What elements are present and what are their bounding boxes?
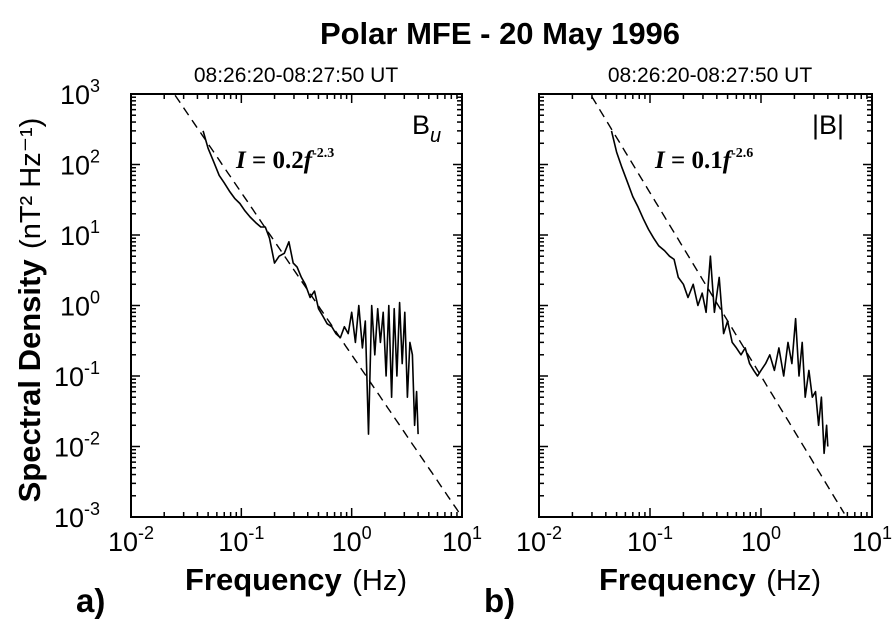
x-axis-label-b: Frequency (Hz) xyxy=(599,562,821,597)
panel-a-fit-eq: = xyxy=(246,147,273,174)
x-axis-label-a-bold: Frequency xyxy=(185,562,343,597)
panel-b-series xyxy=(610,130,829,455)
x-tick-label: 100 xyxy=(741,523,781,557)
x-tick-label: 101 xyxy=(852,523,892,557)
spectrum-line xyxy=(202,130,419,435)
x-axis-label-a: Frequency (Hz) xyxy=(185,562,407,597)
panel-a-component-subscript: u xyxy=(430,125,441,147)
y-tick-label: 100 xyxy=(60,288,100,322)
panel-a-component-label: Bu xyxy=(412,110,441,147)
panel-a-fit-f: f xyxy=(304,147,315,174)
x-tick-label: 10-2 xyxy=(516,523,562,557)
y-axis-label: Spectral Density (nT² Hz⁻¹) xyxy=(12,118,47,503)
panel-label-a: a) xyxy=(76,582,105,619)
panel-a-fit-label: I = 0.2f-2.3 xyxy=(235,146,334,174)
panel-b-fit-exp: -2.6 xyxy=(731,146,753,161)
panel-b-ticks xyxy=(538,94,872,518)
panel-a-ticks xyxy=(130,94,462,518)
x-axis-label-a-unit: (Hz) xyxy=(352,565,407,597)
y-tick-label: 103 xyxy=(60,76,100,110)
panel-b-fit-coef: 0.1 xyxy=(691,147,722,174)
panel-b-fit xyxy=(591,96,845,514)
panel-a-series xyxy=(202,130,419,435)
x-axis-label-b-unit: (Hz) xyxy=(766,565,821,597)
panel-b-fit-label: I = 0.1f-2.6 xyxy=(654,146,753,174)
y-tick-label: 10-3 xyxy=(54,499,100,533)
x-tick-label: 10-1 xyxy=(218,523,264,557)
panel-b: 08:26:20-08:27:50 UT 10-2 10-1 100 101 |B| … xyxy=(516,64,892,557)
figure-title: Polar MFE - 20 May 1996 xyxy=(320,16,680,51)
y-axis-label-unit: (nT² Hz⁻¹) xyxy=(15,118,47,249)
panel-a-fit-exp: -2.3 xyxy=(312,146,334,161)
x-tick-label: 10-1 xyxy=(627,523,673,557)
panel-b-fit-eq: = xyxy=(665,147,692,174)
panel-a-fit-coef: 0.2 xyxy=(272,147,303,174)
panel-b-ticklabels: 10-2 10-1 100 101 xyxy=(516,523,892,557)
panel-a: 08:26:20-08:27:50 UT 10-2 10-1 100 10110-31… xyxy=(54,64,482,557)
y-axis-label-bold: Spectral Density xyxy=(12,259,47,503)
panel-label-b: b) xyxy=(484,582,515,619)
panel-b-fit-I: I xyxy=(654,147,666,174)
y-tick-label: 101 xyxy=(60,217,100,251)
panel-b-component-label: |B| xyxy=(812,110,844,140)
power-law-fit-line xyxy=(591,96,845,514)
y-tick-label: 10-1 xyxy=(54,358,100,392)
x-axis-label-b-bold: Frequency xyxy=(599,562,757,597)
panel-a-fit-I: I xyxy=(235,147,247,174)
x-tick-label: 100 xyxy=(332,523,372,557)
x-tick-label: 101 xyxy=(442,523,482,557)
panel-b-fit-f: f xyxy=(723,147,734,174)
spectrum-line xyxy=(610,130,829,455)
y-tick-label: 10-2 xyxy=(54,429,100,463)
panel-a-subtitle: 08:26:20-08:27:50 UT xyxy=(194,64,398,87)
y-tick-label: 102 xyxy=(60,147,100,181)
panel-b-subtitle: 08:26:20-08:27:50 UT xyxy=(608,64,812,87)
x-tick-label: 10-2 xyxy=(108,523,154,557)
